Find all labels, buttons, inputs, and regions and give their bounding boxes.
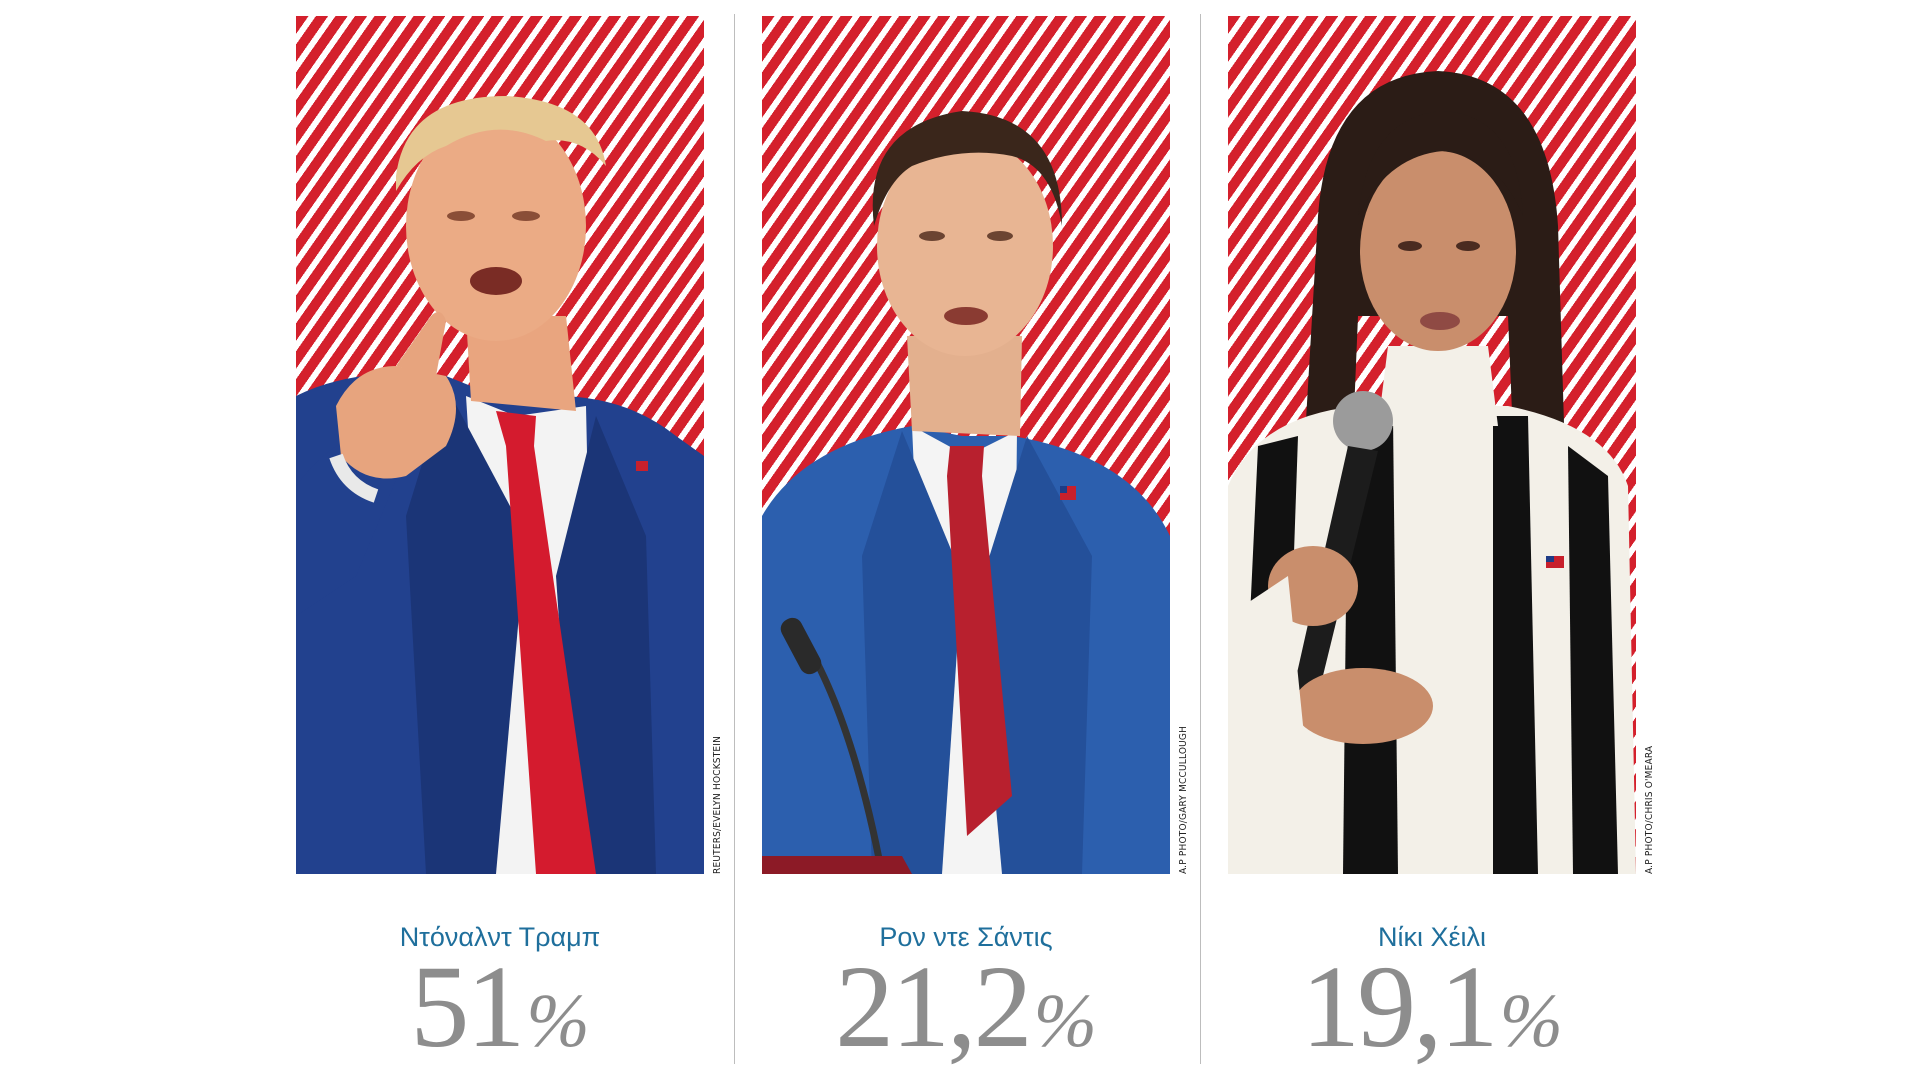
percent-sign: % bbox=[1033, 979, 1097, 1063]
candidate-percentage: 19,1% bbox=[1228, 948, 1636, 1080]
candidate-caption-haley: Νίκι Χέιλι 19,1% bbox=[1228, 920, 1636, 1080]
candidate-caption-trump: Ντόναλντ Τραμπ 51% bbox=[296, 920, 704, 1080]
trump-portrait bbox=[296, 96, 704, 874]
photo-credit-trump: REUTERS/EVELYN HOCKSTEIN bbox=[712, 735, 723, 874]
percentage-value: 19,1 bbox=[1301, 941, 1498, 1072]
candidate-name: Νίκι Χέιλι bbox=[1377, 922, 1487, 952]
desantis-portrait bbox=[762, 111, 1170, 874]
percentage-value: 51 bbox=[410, 941, 525, 1072]
photo-credit-haley: A.P PHOTO/CHRIS O'MEARA bbox=[1644, 745, 1655, 874]
candidate-percentage: 21,2% bbox=[762, 948, 1170, 1080]
candidate-photo-haley bbox=[1228, 16, 1636, 874]
percent-sign: % bbox=[1499, 979, 1563, 1063]
candidate-name: Ντόναλντ Τραμπ bbox=[399, 922, 601, 952]
percentage-value: 21,2 bbox=[835, 941, 1032, 1072]
column-divider-left bbox=[734, 14, 735, 1064]
haley-portrait bbox=[1228, 71, 1636, 874]
photo-credit-desantis: A.P PHOTO/GARY MCCULLOUGH bbox=[1178, 725, 1189, 874]
candidate-caption-desantis: Ρον ντε Σάντις 21,2% bbox=[762, 920, 1170, 1080]
candidate-photo-trump bbox=[296, 16, 704, 874]
percent-sign: % bbox=[526, 979, 590, 1063]
column-divider-right bbox=[1200, 14, 1201, 1064]
candidate-percentage: 51% bbox=[296, 948, 704, 1080]
candidate-photo-desantis bbox=[762, 16, 1170, 874]
candidate-name: Ρον ντε Σάντις bbox=[879, 922, 1053, 952]
